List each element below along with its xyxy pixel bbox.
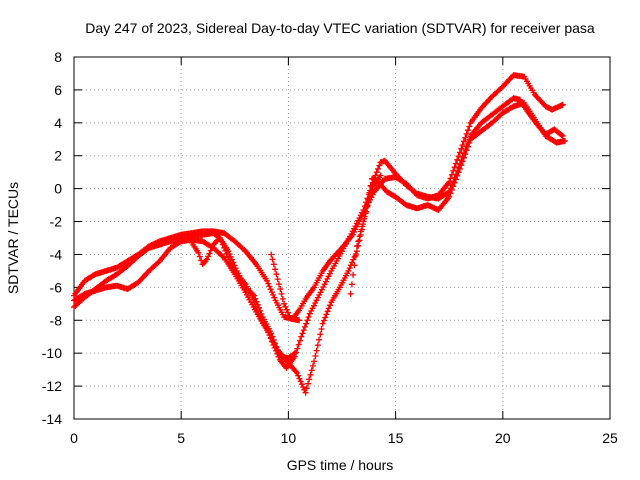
series-markers bbox=[188, 235, 298, 362]
y-tick-label: -6 bbox=[50, 279, 63, 295]
y-tick-label: 0 bbox=[54, 181, 62, 197]
series-markers bbox=[268, 251, 303, 324]
chart-title: Day 247 of 2023, Sidereal Day-to-day VTE… bbox=[85, 20, 595, 36]
series-track-6 bbox=[347, 172, 384, 297]
y-tick-label: 6 bbox=[54, 82, 62, 98]
y-tick-label: -2 bbox=[50, 214, 63, 230]
x-tick-label: 0 bbox=[70, 430, 78, 446]
series-track-5 bbox=[268, 251, 303, 324]
y-tick-label: -12 bbox=[42, 378, 62, 394]
y-axis-title: SDTVAR / TECUs bbox=[5, 182, 21, 294]
plot-frame bbox=[73, 56, 611, 420]
series-markers bbox=[71, 95, 566, 371]
x-tick-label: 5 bbox=[177, 430, 185, 446]
axis-ticks bbox=[73, 56, 611, 420]
y-tick-labels: -14 -12 -10 -8 -6 -4 -2 0 2 4 6 8 bbox=[42, 49, 62, 427]
x-tick-labels: 0 5 10 15 20 25 bbox=[70, 430, 618, 446]
y-tick-label: -8 bbox=[50, 312, 63, 328]
series-markers bbox=[347, 172, 384, 297]
series-markers bbox=[71, 72, 566, 322]
x-tick-label: 20 bbox=[495, 430, 511, 446]
x-axis-title: GPS time / hours bbox=[287, 457, 394, 473]
y-tick-label: -4 bbox=[50, 246, 63, 262]
y-tick-label: 2 bbox=[54, 148, 62, 164]
y-tick-label: -10 bbox=[42, 345, 62, 361]
x-tick-label: 10 bbox=[281, 430, 297, 446]
x-tick-label: 15 bbox=[388, 430, 404, 446]
series-track-1 bbox=[71, 95, 566, 371]
series-track-2 bbox=[71, 72, 566, 322]
series-track-4 bbox=[188, 235, 298, 362]
y-tick-label: 8 bbox=[54, 49, 62, 65]
y-tick-label: -14 bbox=[42, 411, 62, 427]
y-tick-label: 4 bbox=[54, 115, 62, 131]
data-series bbox=[71, 72, 568, 396]
x-tick-label: 25 bbox=[602, 430, 618, 446]
